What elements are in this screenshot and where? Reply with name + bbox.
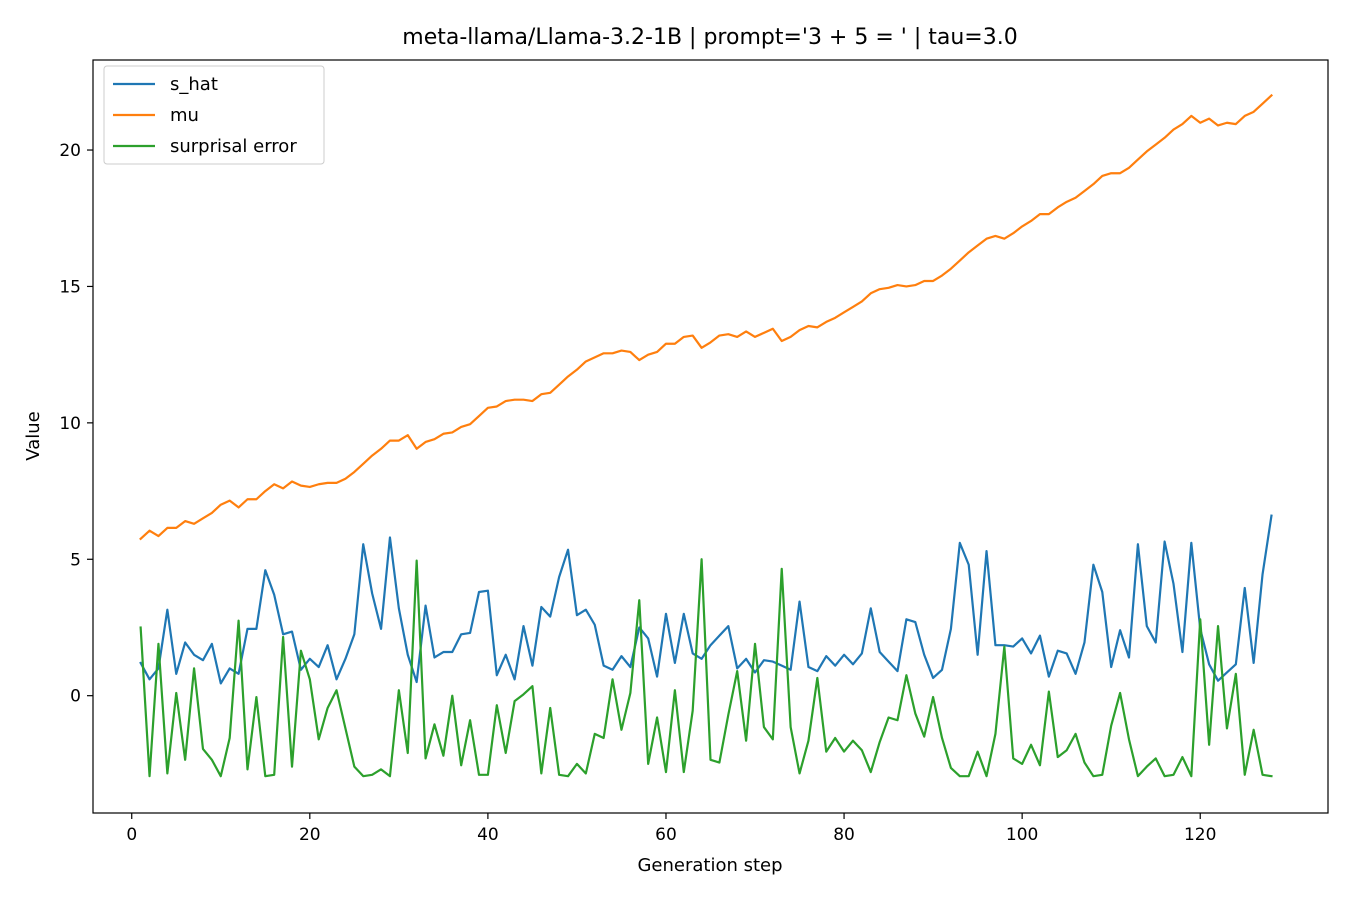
y-tick-label: 15 bbox=[59, 277, 81, 297]
x-tick-label: 20 bbox=[299, 825, 321, 845]
x-tick-label: 40 bbox=[477, 825, 499, 845]
series-layer bbox=[139, 93, 1274, 778]
x-tick-label: 80 bbox=[833, 825, 855, 845]
x-tick-label: 60 bbox=[655, 825, 677, 845]
legend-entry-label: mu bbox=[170, 105, 199, 126]
x-axis-label: Generation step bbox=[637, 855, 782, 876]
y-tick-label: 10 bbox=[59, 414, 81, 434]
series-line-surprisal-error bbox=[139, 558, 1273, 778]
series-line-mu bbox=[139, 93, 1274, 541]
chart-title: meta-llama/Llama-3.2-1B | prompt='3 + 5 … bbox=[402, 25, 1017, 50]
y-axis-ticks: 0 5 10 15 20 bbox=[59, 141, 93, 707]
legend-entry-label: s_hat bbox=[170, 74, 218, 95]
x-tick-label: 120 bbox=[1184, 825, 1216, 845]
plot-area-frame bbox=[92, 59, 1329, 814]
legend-box bbox=[103, 65, 325, 165]
y-tick-label: 20 bbox=[59, 141, 81, 161]
y-tick-label: 0 bbox=[70, 687, 81, 707]
legend-entry-label: surprisal error bbox=[170, 136, 297, 157]
y-tick-label: 5 bbox=[70, 550, 81, 570]
x-tick-label: 100 bbox=[1006, 825, 1038, 845]
y-axis-label: Value bbox=[23, 411, 44, 460]
x-tick-label: 0 bbox=[126, 825, 137, 845]
x-axis-ticks: 0 20 40 60 80 100 120 bbox=[126, 813, 1216, 845]
